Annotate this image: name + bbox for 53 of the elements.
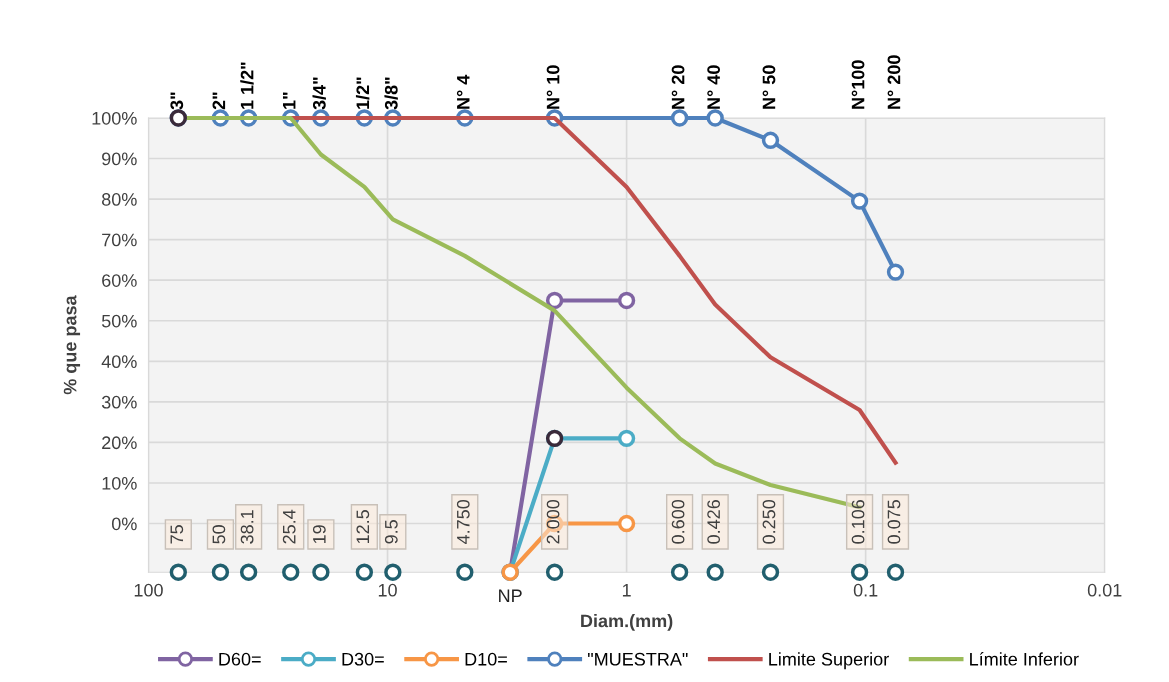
y-tick-label: 90% bbox=[102, 152, 137, 166]
text: N° 40 bbox=[707, 65, 721, 109]
text: N° 50 bbox=[762, 65, 776, 109]
text: 1 1/2" bbox=[240, 62, 254, 109]
text: N° 4 bbox=[456, 74, 470, 109]
y-tick-label: 30% bbox=[101, 395, 137, 409]
annotation: 0.250 bbox=[762, 499, 776, 544]
y-axis-title: % que pasa bbox=[63, 295, 81, 395]
y-tick-label: 10% bbox=[102, 476, 137, 490]
text: N° 20 bbox=[671, 65, 685, 109]
annotation: 0.106 bbox=[851, 500, 865, 544]
text: 3/8" bbox=[384, 77, 398, 110]
text: 1/2" bbox=[355, 77, 370, 109]
text: 2" bbox=[212, 92, 226, 110]
legend-label: Límite Inferior bbox=[970, 652, 1079, 666]
text: N°100 bbox=[851, 60, 865, 109]
y-tick-label: 20% bbox=[102, 436, 137, 450]
y-tick-label: 60% bbox=[102, 274, 137, 287]
annotation: 0.426 bbox=[707, 500, 721, 544]
x-axis-title: Diam.(mm) bbox=[581, 614, 673, 631]
y-tick-label: 70% bbox=[102, 233, 137, 247]
annotation: 50 bbox=[212, 525, 226, 544]
annotation: 19 bbox=[312, 525, 326, 544]
annotation: 75 bbox=[170, 525, 184, 544]
x-tick-label: 1 bbox=[622, 583, 631, 597]
text: 3/4" bbox=[312, 77, 326, 110]
legend-label: D30= bbox=[342, 652, 384, 666]
annotation: 4.750 bbox=[456, 499, 470, 545]
annotation: 0.600 bbox=[671, 499, 685, 544]
y-tick-label: 50% bbox=[101, 314, 137, 328]
text: 3" bbox=[170, 92, 184, 110]
text: 1" bbox=[282, 92, 296, 109]
x-tick-label: 0.1 bbox=[853, 583, 878, 597]
text: N° 10 bbox=[546, 65, 560, 109]
y-tick-label: 100% bbox=[92, 111, 137, 125]
y-tick-label: 0% bbox=[111, 517, 137, 531]
annotation: 12.5 bbox=[356, 510, 370, 544]
legend-label: Limite Superior bbox=[769, 652, 889, 670]
annotation: 38.1 bbox=[240, 510, 254, 544]
annotation: 9.5 bbox=[384, 520, 398, 544]
y-tick-label: 80% bbox=[102, 193, 137, 206]
annotation: 0.075 bbox=[887, 499, 901, 544]
annotation: NP bbox=[499, 589, 522, 602]
annotation: 2.000 bbox=[546, 499, 560, 544]
x-tick-label: 0.01 bbox=[1087, 583, 1122, 597]
legend-label: "MUESTRA" bbox=[588, 652, 688, 666]
legend-label: D60= bbox=[219, 652, 261, 666]
y-tick-label: 40% bbox=[101, 355, 137, 369]
legend-label: D10= bbox=[465, 652, 507, 666]
x-tick-label: 100 bbox=[134, 583, 163, 597]
x-tick-label: 10 bbox=[378, 583, 397, 597]
text: N° 200 bbox=[887, 55, 901, 109]
annotation: 25.4 bbox=[282, 509, 296, 544]
